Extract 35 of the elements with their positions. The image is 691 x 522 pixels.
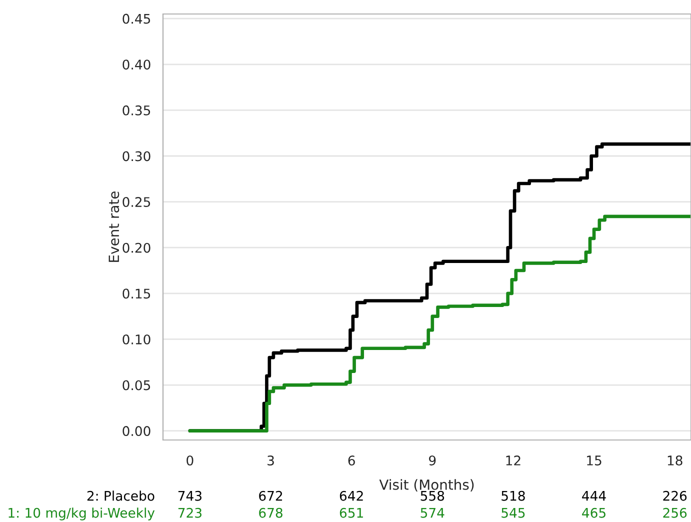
y-tick-label: 0.20 (122, 242, 150, 253)
y-tick-label: 0.05 (122, 380, 150, 390)
text: 465 (582, 508, 606, 518)
text: 558 (420, 490, 444, 501)
text: 642 (340, 490, 363, 501)
y-tick-label: 0.25 (122, 197, 150, 208)
text: 574 (420, 508, 444, 518)
text: 2: Placebo (87, 490, 154, 501)
text: 672 (259, 490, 282, 501)
y-tick-label: 0.15 (122, 288, 150, 299)
text: 1: 10 mg/kg bi-Weekly (8, 508, 155, 520)
text: 256 (663, 508, 687, 518)
text: 545 (502, 508, 525, 518)
text: 723 (178, 508, 202, 518)
y-tick-label: 0.10 (122, 334, 150, 344)
x-tick-label: 15 (587, 456, 602, 466)
x-tick-label: 0 (186, 456, 194, 466)
text: 651 (340, 508, 363, 518)
text: 518 (502, 490, 525, 501)
x-tick-label: 12 (506, 456, 520, 466)
y-tick-label: 0.40 (122, 60, 150, 70)
x-tick-label: 3 (268, 456, 274, 466)
text: 743 (178, 490, 202, 501)
x-tick-label: 18 (668, 456, 682, 466)
x-tick-label: 9 (429, 456, 436, 466)
y-axis-title: Event rate (108, 192, 120, 262)
text: 226 (663, 490, 687, 501)
y-tick-label: 0.35 (122, 105, 150, 116)
y-tick-label: 0.30 (122, 151, 150, 162)
y-tick-label: 0.00 (122, 426, 150, 436)
x-axis-title: Visit (Months) (379, 479, 474, 492)
text: 444 (582, 491, 606, 501)
x-tick-label: 6 (348, 456, 355, 466)
y-tick-label: 0.45 (122, 14, 150, 24)
text: 678 (259, 508, 282, 518)
